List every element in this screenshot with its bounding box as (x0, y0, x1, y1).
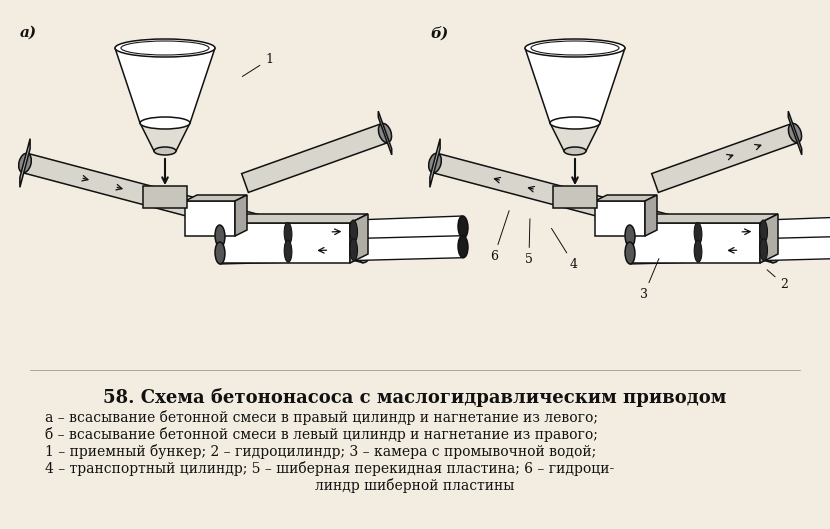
Polygon shape (432, 153, 778, 263)
Ellipse shape (284, 223, 292, 244)
Polygon shape (220, 214, 368, 223)
Bar (595, 201, 645, 236)
Ellipse shape (525, 39, 625, 57)
Ellipse shape (458, 236, 468, 258)
Polygon shape (378, 111, 392, 155)
Text: линдр шиберной пластины: линдр шиберной пластины (315, 478, 515, 493)
Ellipse shape (18, 153, 32, 173)
Polygon shape (550, 123, 600, 151)
Bar (553, 186, 597, 208)
Text: а – всасывание бетонной смеси в правый цилиндр и нагнетание из левого;: а – всасывание бетонной смеси в правый ц… (45, 410, 598, 425)
Polygon shape (630, 214, 778, 223)
Text: 58. Схема бетононасоса с маслогидравлическим приводом: 58. Схема бетононасоса с маслогидравличе… (103, 388, 727, 407)
Ellipse shape (428, 153, 442, 173)
Ellipse shape (564, 147, 586, 155)
Polygon shape (220, 236, 463, 264)
Polygon shape (645, 195, 657, 236)
Bar (220, 223, 350, 263)
Text: 3: 3 (640, 259, 659, 301)
Text: 5: 5 (525, 219, 533, 266)
Ellipse shape (284, 240, 292, 262)
Bar (185, 201, 235, 236)
Polygon shape (235, 195, 247, 236)
Polygon shape (652, 124, 798, 193)
Polygon shape (595, 195, 657, 201)
Ellipse shape (759, 239, 768, 260)
Polygon shape (630, 236, 830, 264)
Polygon shape (220, 216, 463, 247)
Ellipse shape (115, 39, 215, 57)
Polygon shape (350, 214, 368, 263)
Text: 1: 1 (242, 53, 273, 77)
Ellipse shape (359, 243, 371, 263)
Ellipse shape (625, 225, 635, 247)
Polygon shape (630, 216, 830, 247)
Polygon shape (185, 195, 247, 201)
Bar (630, 223, 760, 263)
Text: б – всасывание бетонной смеси в левый цилиндр и нагнетание из правого;: б – всасывание бетонной смеси в левый ци… (45, 427, 598, 442)
Text: 4: 4 (551, 229, 578, 271)
Polygon shape (525, 48, 625, 123)
Ellipse shape (458, 216, 468, 238)
Ellipse shape (378, 123, 392, 143)
Ellipse shape (349, 239, 358, 260)
Text: 6: 6 (490, 211, 509, 263)
Ellipse shape (759, 220, 768, 242)
Polygon shape (140, 123, 190, 151)
Ellipse shape (215, 242, 225, 264)
Text: 4 – транспортный цилиндр; 5 – шиберная перекидная пластина; 6 – гидроци-: 4 – транспортный цилиндр; 5 – шиберная п… (45, 461, 614, 476)
Polygon shape (22, 153, 368, 263)
Polygon shape (760, 214, 778, 263)
Ellipse shape (215, 225, 225, 247)
Ellipse shape (788, 123, 802, 143)
Bar (143, 186, 187, 208)
Ellipse shape (694, 223, 702, 244)
Polygon shape (430, 139, 440, 187)
Polygon shape (115, 48, 215, 123)
Text: 1 – приемный бункер; 2 – гидроцилиндр; 3 – камера с промывочной водой;: 1 – приемный бункер; 2 – гидроцилиндр; 3… (45, 444, 596, 459)
Polygon shape (242, 124, 388, 193)
Polygon shape (788, 111, 802, 155)
Text: а): а) (20, 26, 37, 40)
Ellipse shape (625, 242, 635, 264)
Text: б): б) (430, 26, 448, 40)
Ellipse shape (550, 117, 600, 129)
Polygon shape (20, 139, 30, 187)
Ellipse shape (154, 147, 176, 155)
Ellipse shape (769, 243, 781, 263)
Ellipse shape (349, 220, 358, 242)
Ellipse shape (694, 240, 702, 262)
Text: 2: 2 (767, 270, 788, 291)
Ellipse shape (140, 117, 190, 129)
